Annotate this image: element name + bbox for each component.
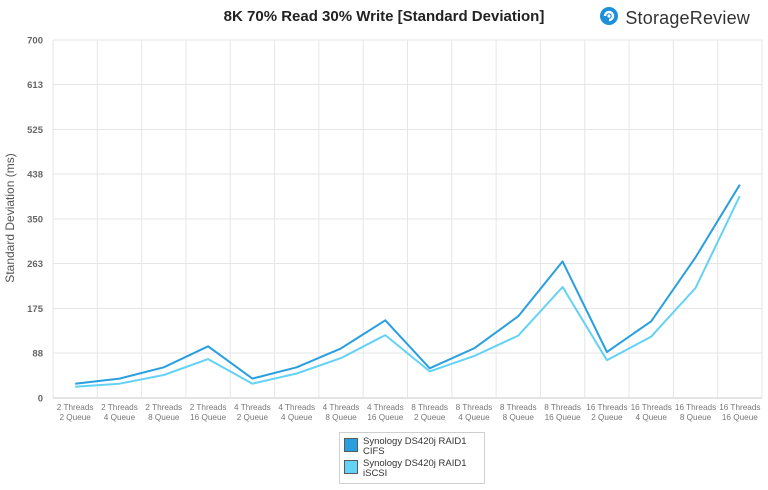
series-line-cifs[interactable]	[75, 184, 741, 385]
y-tick-label: 438	[27, 169, 43, 180]
brand-logo: StorageReview	[599, 6, 750, 31]
chart-title: 8K 70% Read 30% Write [Standard Deviatio…	[223, 8, 545, 25]
y-tick-label: 525	[27, 125, 44, 136]
y-tick-label: 700	[27, 36, 43, 47]
x-tick-label: 2 Threads 4 Queue	[101, 403, 138, 422]
x-tick-label: 8 Threads 4 Queue	[456, 403, 493, 422]
y-tick-label: 263	[27, 259, 43, 270]
series-line-iscsi[interactable]	[75, 195, 741, 388]
x-tick-label: 4 Threads 8 Queue	[323, 403, 360, 422]
x-tick-label: 16 Threads 4 Queue	[631, 403, 672, 422]
x-tick-label: 8 Threads 2 Queue	[411, 403, 448, 422]
y-tick-label: 350	[27, 215, 43, 226]
y-tick-label: 175	[27, 304, 44, 315]
y-axis-ticks: 0 88 175 263 350 438 525 613 700	[27, 36, 44, 405]
x-tick-label: 2 Threads 8 Queue	[145, 403, 182, 422]
x-tick-label: 4 Threads 4 Queue	[278, 403, 315, 422]
series-lines	[75, 184, 741, 388]
x-tick-label: 16 Threads 2 Queue	[586, 403, 627, 422]
legend-swatch-iscsi	[344, 460, 358, 474]
x-tick-label: 8 Threads 8 Queue	[500, 403, 537, 422]
y-tick-label: 613	[27, 80, 43, 91]
x-tick-label: 16 Threads 8 Queue	[675, 403, 716, 422]
y-tick-label: 88	[32, 348, 43, 359]
x-axis-ticks: 2 Threads 2 Queue 2 Threads 4 Queue 2 Thread…	[57, 403, 761, 422]
grid	[52, 39, 763, 399]
x-tick-label: 4 Threads 2 Queue	[234, 403, 271, 422]
legend-item-iscsi[interactable]: Synology DS420j RAID1 iSCSI	[344, 459, 480, 479]
x-tick-label: 2 Threads 16 Queue	[190, 403, 227, 422]
y-tick-label: 0	[38, 394, 43, 405]
legend-item-cifs[interactable]: Synology DS420j RAID1 CIFS	[344, 437, 480, 457]
legend: Synology DS420j RAID1 CIFS Synology DS42…	[339, 432, 485, 484]
x-tick-label: 4 Threads 16 Queue	[367, 403, 404, 422]
x-tick-label: 2 Threads 2 Queue	[57, 403, 94, 422]
legend-swatch-cifs	[344, 438, 358, 452]
brand-name: StorageReview	[625, 8, 750, 28]
legend-label-cifs: Synology DS420j RAID1 CIFS	[363, 436, 467, 457]
x-tick-label: 8 Threads 16 Queue	[544, 403, 581, 422]
x-tick-label: 16 Threads 16 Queue	[719, 403, 760, 422]
storagereview-logo-icon	[599, 6, 619, 31]
y-axis-label: Standard Deviation (ms)	[3, 153, 17, 282]
legend-label-iscsi: Synology DS420j RAID1 iSCSI	[363, 458, 467, 479]
